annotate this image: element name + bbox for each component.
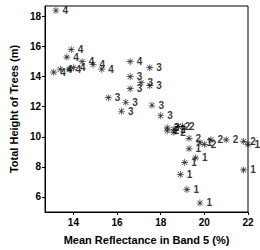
svg-text:1: 1: [187, 169, 193, 180]
svg-text:3: 3: [137, 83, 143, 94]
svg-text:2: 2: [217, 134, 223, 145]
svg-text:1: 1: [196, 143, 202, 154]
svg-text:Total Height of Trees (m): Total Height of Trees (m): [8, 45, 20, 173]
svg-text:2: 2: [233, 134, 239, 145]
svg-text:4: 4: [73, 52, 79, 63]
svg-text:16: 16: [111, 217, 123, 228]
svg-text:3: 3: [148, 77, 154, 88]
svg-text:4: 4: [89, 56, 95, 67]
svg-text:3: 3: [167, 110, 173, 121]
svg-text:4: 4: [80, 62, 86, 73]
svg-text:22: 22: [242, 217, 254, 228]
svg-text:3: 3: [115, 92, 121, 103]
svg-text:2: 2: [210, 138, 217, 150]
svg-text:2: 2: [189, 121, 195, 132]
svg-text:Mean Reflectance in Band 5 (%): Mean Reflectance in Band 5 (%): [64, 234, 230, 246]
svg-text:18: 18: [30, 11, 42, 22]
svg-text:3: 3: [137, 71, 143, 82]
svg-text:4: 4: [75, 63, 82, 75]
svg-text:4: 4: [77, 44, 84, 56]
svg-text:1: 1: [191, 157, 197, 168]
svg-text:18: 18: [155, 217, 167, 228]
svg-text:1: 1: [206, 197, 212, 208]
svg-text:4: 4: [60, 67, 66, 78]
svg-text:1: 1: [206, 137, 212, 148]
svg-text:4: 4: [137, 56, 143, 67]
svg-text:4: 4: [100, 59, 106, 70]
svg-text:20: 20: [199, 217, 211, 228]
svg-text:10: 10: [30, 131, 42, 142]
svg-text:2: 2: [174, 125, 180, 136]
svg-text:8: 8: [35, 161, 41, 172]
svg-text:2: 2: [180, 127, 186, 138]
svg-text:14: 14: [30, 71, 42, 82]
svg-text:3: 3: [127, 105, 134, 117]
svg-text:14: 14: [68, 217, 80, 228]
svg-text:1: 1: [255, 139, 260, 150]
svg-text:3: 3: [132, 97, 138, 108]
svg-text:1: 1: [202, 152, 208, 163]
svg-text:4: 4: [108, 64, 114, 75]
svg-text:12: 12: [30, 101, 42, 112]
svg-text:6: 6: [35, 191, 41, 202]
svg-text:2: 2: [250, 135, 256, 147]
svg-text:1: 1: [250, 164, 256, 175]
svg-text:2: 2: [196, 133, 202, 144]
svg-text:3: 3: [156, 80, 162, 91]
svg-text:3: 3: [158, 100, 164, 111]
svg-text:16: 16: [30, 41, 42, 52]
svg-text:4: 4: [62, 5, 68, 16]
svg-text:3: 3: [156, 62, 162, 73]
svg-text:4: 4: [67, 64, 73, 75]
svg-text:1: 1: [193, 184, 199, 195]
